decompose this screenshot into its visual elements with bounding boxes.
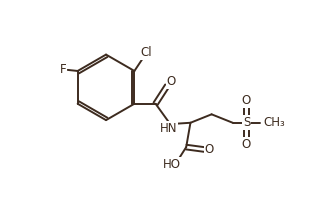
Text: O: O	[242, 138, 251, 151]
Text: HO: HO	[162, 158, 180, 171]
Text: O: O	[166, 76, 175, 89]
Text: F: F	[60, 63, 66, 76]
Text: S: S	[243, 116, 250, 129]
Text: CH₃: CH₃	[263, 116, 285, 129]
Text: HN: HN	[159, 122, 177, 135]
Text: O: O	[204, 143, 214, 156]
Text: O: O	[242, 94, 251, 107]
Text: Cl: Cl	[140, 46, 152, 59]
